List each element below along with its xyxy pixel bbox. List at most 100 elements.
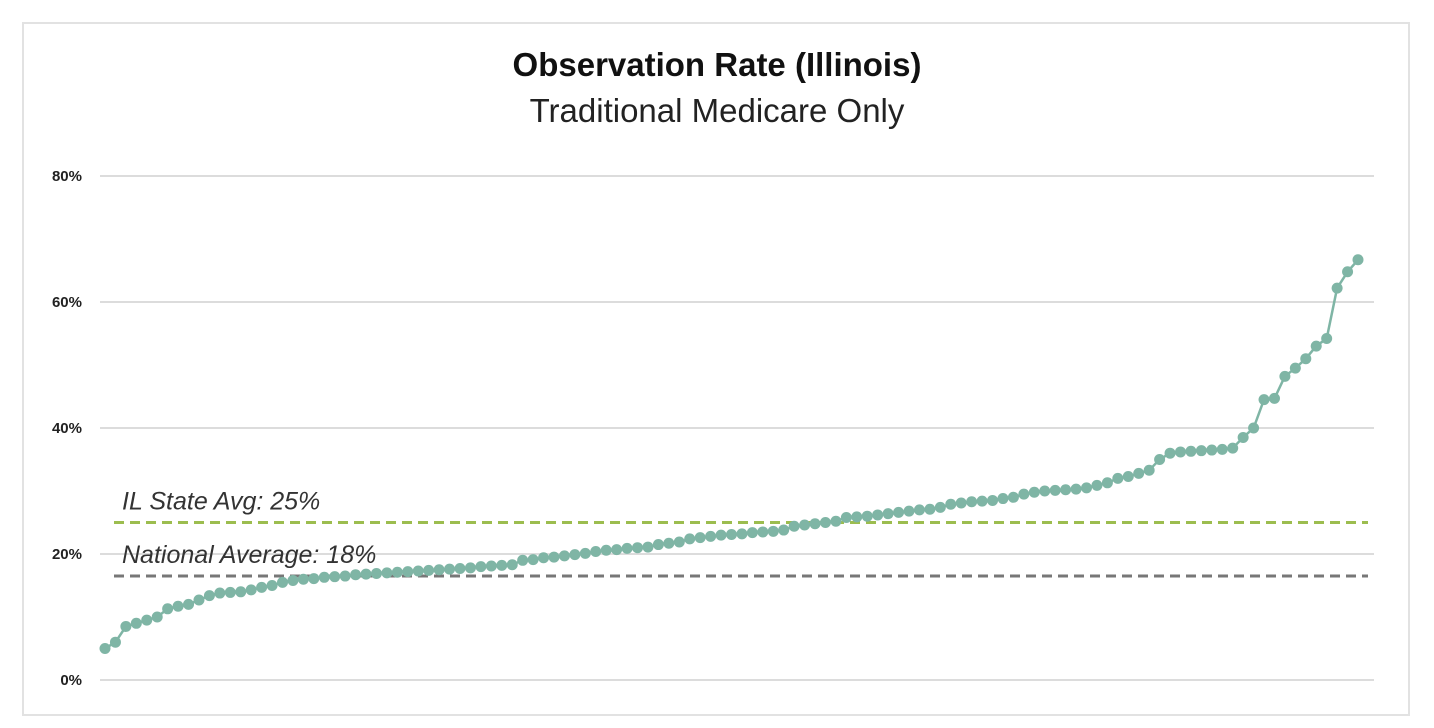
data-point xyxy=(663,537,675,549)
data-point xyxy=(861,510,873,522)
data-series xyxy=(99,254,1364,654)
data-point xyxy=(297,573,309,585)
data-point xyxy=(1122,471,1134,483)
data-point xyxy=(1310,340,1322,352)
data-point xyxy=(318,571,330,583)
data-point xyxy=(673,536,685,548)
data-point xyxy=(287,574,299,586)
data-point xyxy=(527,554,539,566)
data-point xyxy=(1321,333,1333,345)
data-point xyxy=(235,586,247,598)
data-point xyxy=(1331,282,1343,294)
chart-subtitle: Traditional Medicare Only xyxy=(529,92,905,129)
data-point xyxy=(652,539,664,551)
data-point xyxy=(746,527,758,539)
data-point xyxy=(767,525,779,537)
data-point xyxy=(391,566,403,578)
data-point xyxy=(1154,454,1166,465)
data-point xyxy=(151,611,163,623)
data-point xyxy=(621,542,633,554)
data-point xyxy=(1112,472,1124,484)
data-point xyxy=(277,576,289,588)
data-point xyxy=(1248,422,1260,434)
data-point xyxy=(109,636,121,648)
data-point xyxy=(172,600,184,612)
data-point xyxy=(1091,479,1103,491)
data-point xyxy=(141,614,153,626)
y-tick-label: 60% xyxy=(52,294,82,311)
data-point xyxy=(558,550,570,562)
data-point xyxy=(130,617,142,629)
data-point xyxy=(506,559,518,571)
y-tick-label: 0% xyxy=(60,672,82,689)
data-point xyxy=(757,526,769,538)
data-point xyxy=(1237,431,1249,443)
data-point xyxy=(642,541,654,553)
national-average-label: National Average: 18% xyxy=(122,541,376,569)
data-point xyxy=(1049,484,1061,496)
data-point xyxy=(830,515,842,527)
data-point xyxy=(1289,362,1301,374)
data-point xyxy=(1060,484,1072,496)
data-point xyxy=(1300,353,1312,365)
data-point xyxy=(370,568,382,580)
data-point xyxy=(245,584,257,596)
data-point xyxy=(496,559,508,571)
data-point xyxy=(1268,392,1280,404)
data-point xyxy=(423,564,435,576)
data-point xyxy=(1143,464,1155,476)
data-point xyxy=(840,511,852,523)
data-point xyxy=(485,560,497,572)
data-point xyxy=(120,620,132,632)
data-point xyxy=(1195,445,1207,457)
data-point xyxy=(1133,467,1145,479)
data-point xyxy=(893,506,905,518)
data-point xyxy=(464,562,476,574)
data-point xyxy=(517,554,529,566)
data-point xyxy=(339,570,351,582)
data-point xyxy=(1081,482,1093,494)
chart-title: Observation Rate (Illinois) xyxy=(512,46,922,83)
data-point xyxy=(162,603,174,615)
data-point xyxy=(183,598,195,610)
data-point xyxy=(1279,370,1291,382)
data-point xyxy=(882,508,894,520)
data-point xyxy=(1185,445,1197,457)
data-point xyxy=(256,581,268,593)
data-point xyxy=(736,528,748,540)
data-point xyxy=(788,520,800,532)
data-point xyxy=(799,519,811,531)
data-point xyxy=(684,533,696,545)
data-point xyxy=(1227,442,1239,454)
data-point xyxy=(214,587,226,599)
data-point xyxy=(381,567,393,579)
y-axis-ticks: 0% 20% 40% 60% 80% xyxy=(52,168,82,689)
data-point xyxy=(934,501,946,513)
data-point xyxy=(1342,266,1354,278)
data-point xyxy=(402,566,414,578)
data-point xyxy=(475,561,487,573)
data-point xyxy=(548,551,560,563)
data-point xyxy=(872,509,884,521)
data-point xyxy=(1174,446,1186,458)
data-point xyxy=(590,545,602,557)
data-point xyxy=(1352,254,1364,266)
data-point xyxy=(955,497,967,509)
data-point xyxy=(611,544,623,556)
data-point xyxy=(632,542,644,554)
data-point xyxy=(538,552,550,564)
data-point xyxy=(308,573,320,585)
data-point xyxy=(203,590,215,602)
data-point xyxy=(1258,394,1270,406)
data-point xyxy=(851,511,863,523)
reference-lines: IL State Avg: 25% National Average: 18% xyxy=(114,488,1368,578)
data-point xyxy=(924,503,936,515)
data-point xyxy=(600,544,612,556)
data-point xyxy=(1164,447,1176,459)
data-point xyxy=(224,586,236,598)
data-point xyxy=(913,504,925,516)
data-point xyxy=(360,568,372,580)
data-point xyxy=(444,563,456,575)
data-point xyxy=(329,571,341,583)
